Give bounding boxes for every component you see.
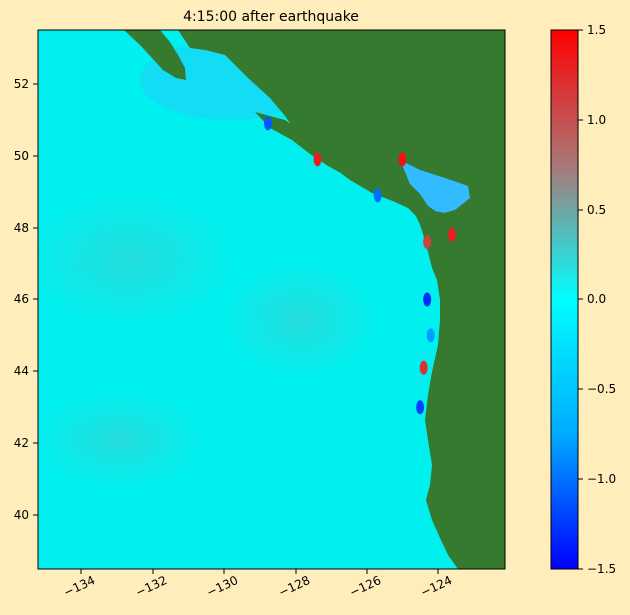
land-haida-gwaii: [124, 30, 186, 80]
x-tick-label: −130: [204, 573, 240, 600]
colorbar-tick-label: 0.0: [587, 292, 606, 306]
y-tick-label: 50: [14, 149, 29, 163]
anomaly-mark: [447, 227, 456, 242]
ocean-pattern: [220, 260, 380, 380]
x-tick-label: −128: [276, 573, 312, 600]
x-tick--132: −132: [133, 569, 169, 600]
x-tick-label: −126: [347, 573, 383, 600]
y-tick-40: 40: [14, 508, 38, 522]
colorbar-tick-label: 1.5: [587, 23, 606, 37]
ocean-pattern: [38, 390, 210, 490]
x-tick--128: −128: [276, 569, 312, 600]
colorbar-tick--1.0: −1.0: [578, 472, 616, 486]
y-tick-50: 50: [14, 149, 38, 163]
y-tick-44: 44: [14, 364, 38, 378]
y-tick-52: 52: [14, 77, 38, 91]
anomaly-mark: [373, 188, 382, 203]
anomaly-mark: [263, 116, 272, 131]
x-tick-label: −124: [418, 573, 454, 600]
colorbar: −1.5 −1.0 −0.5 0.0 0.5 1.0 1.5: [550, 23, 616, 576]
colorbar-tick-label: 0.5: [587, 203, 606, 217]
colorbar-tick-label: −1.5: [587, 562, 616, 576]
y-tick-label: 46: [14, 292, 29, 306]
colorbar-tick--0.5: −0.5: [578, 382, 616, 396]
colorbar-tick--1.5: −1.5: [578, 562, 616, 576]
anomaly-mark: [419, 360, 428, 375]
y-tick-label: 48: [14, 221, 29, 235]
anomaly-mark: [313, 152, 322, 167]
x-tick-label: −132: [133, 573, 169, 600]
land-olympic: [412, 208, 485, 250]
x-tick--130: −130: [204, 569, 240, 600]
chart-title: 4:15:00 after earthquake: [183, 9, 359, 25]
y-tick-48: 48: [14, 221, 38, 235]
ocean-pattern: [38, 190, 240, 330]
y-axis: 40 42 44 46 48 50 52: [14, 77, 38, 522]
colorbar-tick-label: 1.0: [587, 113, 606, 127]
colorbar-tick-1.5: 1.5: [578, 23, 606, 37]
anomaly-mark: [398, 152, 407, 167]
colorbar-tick-0.5: 0.5: [578, 203, 606, 217]
x-axis: −134 −132 −130 −128 −126 −124: [61, 569, 454, 600]
x-tick--124: −124: [418, 569, 454, 600]
colorbar-gradient: [550, 29, 579, 570]
y-tick-label: 42: [14, 436, 29, 450]
colorbar-tick-label: −1.0: [587, 472, 616, 486]
anomaly-marks: [263, 116, 456, 415]
x-tick--134: −134: [61, 569, 97, 600]
x-tick-label: −134: [61, 573, 97, 600]
anomaly-mark: [423, 235, 432, 250]
y-tick-42: 42: [14, 436, 38, 450]
colorbar-tick-label: −0.5: [587, 382, 616, 396]
y-tick-46: 46: [14, 292, 38, 306]
y-tick-label: 44: [14, 364, 29, 378]
x-tick--126: −126: [347, 569, 383, 600]
anomaly-mark: [423, 292, 432, 307]
colorbar-tick-0.0: 0.0: [578, 292, 606, 306]
anomaly-mark: [416, 400, 425, 415]
salish-sea: [400, 160, 470, 214]
anomaly-mark: [426, 328, 435, 343]
land-mainland: [178, 30, 505, 569]
y-tick-label: 40: [14, 508, 29, 522]
plot-area: [38, 30, 505, 569]
land-vancouver-island: [255, 112, 410, 200]
y-tick-label: 52: [14, 77, 29, 91]
colorbar-tick-1.0: 1.0: [578, 113, 606, 127]
